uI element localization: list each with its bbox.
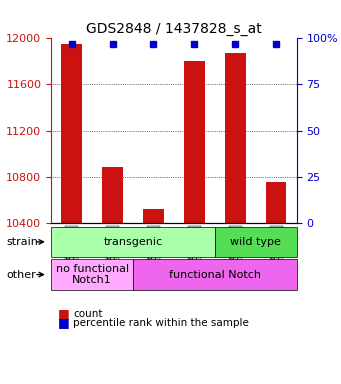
Bar — [184, 61, 205, 223]
Text: transgenic: transgenic — [103, 237, 163, 247]
Text: count: count — [73, 309, 103, 319]
Text: strain: strain — [7, 237, 39, 247]
Text: ■: ■ — [58, 307, 70, 320]
Text: wild type: wild type — [230, 237, 281, 247]
Title: GDS2848 / 1437828_s_at: GDS2848 / 1437828_s_at — [86, 22, 262, 36]
Bar — [225, 53, 246, 223]
Bar — [102, 167, 123, 223]
Text: other: other — [7, 270, 36, 280]
Text: ■: ■ — [58, 316, 70, 329]
Bar — [143, 209, 164, 223]
Text: percentile rank within the sample: percentile rank within the sample — [73, 318, 249, 328]
Text: functional Notch: functional Notch — [169, 270, 261, 280]
Bar — [61, 44, 82, 223]
Text: no functional
Notch1: no functional Notch1 — [56, 264, 129, 285]
Bar — [266, 182, 286, 223]
